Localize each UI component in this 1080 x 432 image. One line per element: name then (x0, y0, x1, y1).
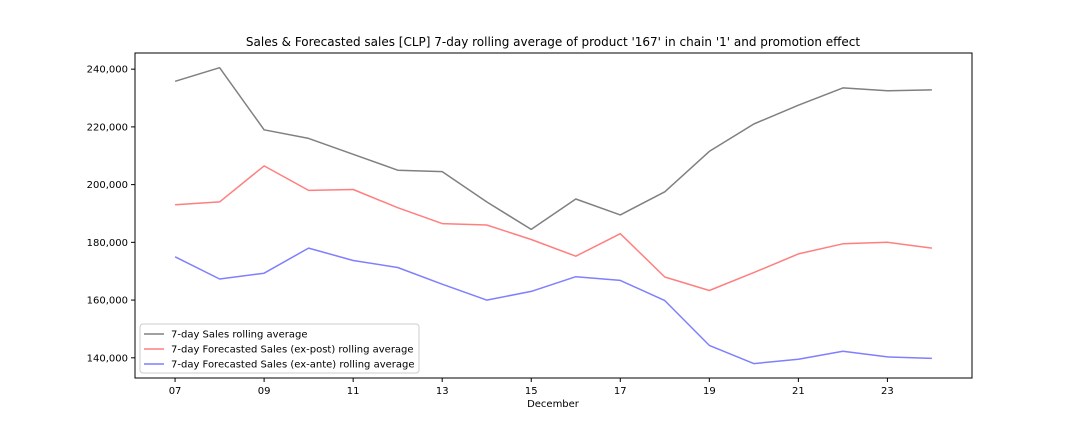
y-tick-label: 240,000 (87, 65, 128, 76)
x-tick-label: 13 (436, 386, 449, 397)
chart-title: Sales & Forecasted sales [CLP] 7-day rol… (246, 35, 860, 49)
y-axis: 140,000 160,000 180,000 200,000 220,000 240,0… (87, 65, 135, 364)
x-tick-label: 21 (792, 386, 805, 397)
x-tick-label: 19 (703, 386, 716, 397)
x-tick-label: 11 (347, 386, 360, 397)
series-line-3 (174, 247, 932, 365)
x-tick-label: 15 (525, 386, 538, 397)
x-tick-label: 07 (169, 386, 182, 397)
plot-area (134, 52, 973, 379)
x-axis-label: December (527, 399, 580, 410)
x-tick-label: 09 (258, 386, 271, 397)
legend-label: 7-day Sales rolling average (171, 330, 307, 341)
x-tick-label: 23 (881, 386, 894, 397)
y-tick-label: 220,000 (87, 122, 128, 133)
series-line-1 (174, 66, 932, 231)
legend-label: 7-day Forecasted Sales (ex-ante) rolling… (171, 360, 415, 371)
legend-box (139, 323, 420, 374)
y-tick-label: 160,000 (87, 296, 128, 307)
x-axis: 07 09 11 13 15 17 19 21 23 (169, 378, 894, 397)
y-tick-label: 140,000 (87, 353, 128, 364)
series-lines (174, 66, 932, 365)
x-tick-label: 17 (614, 386, 627, 397)
legend-label: 7-day Forecasted Sales (ex-post) rolling… (171, 345, 414, 356)
y-tick-label: 200,000 (87, 180, 128, 191)
legend: 7-day Sales rolling average 7-day Forecas… (139, 323, 420, 374)
series-line-2 (175, 165, 932, 292)
y-tick-label: 180,000 (87, 238, 128, 249)
